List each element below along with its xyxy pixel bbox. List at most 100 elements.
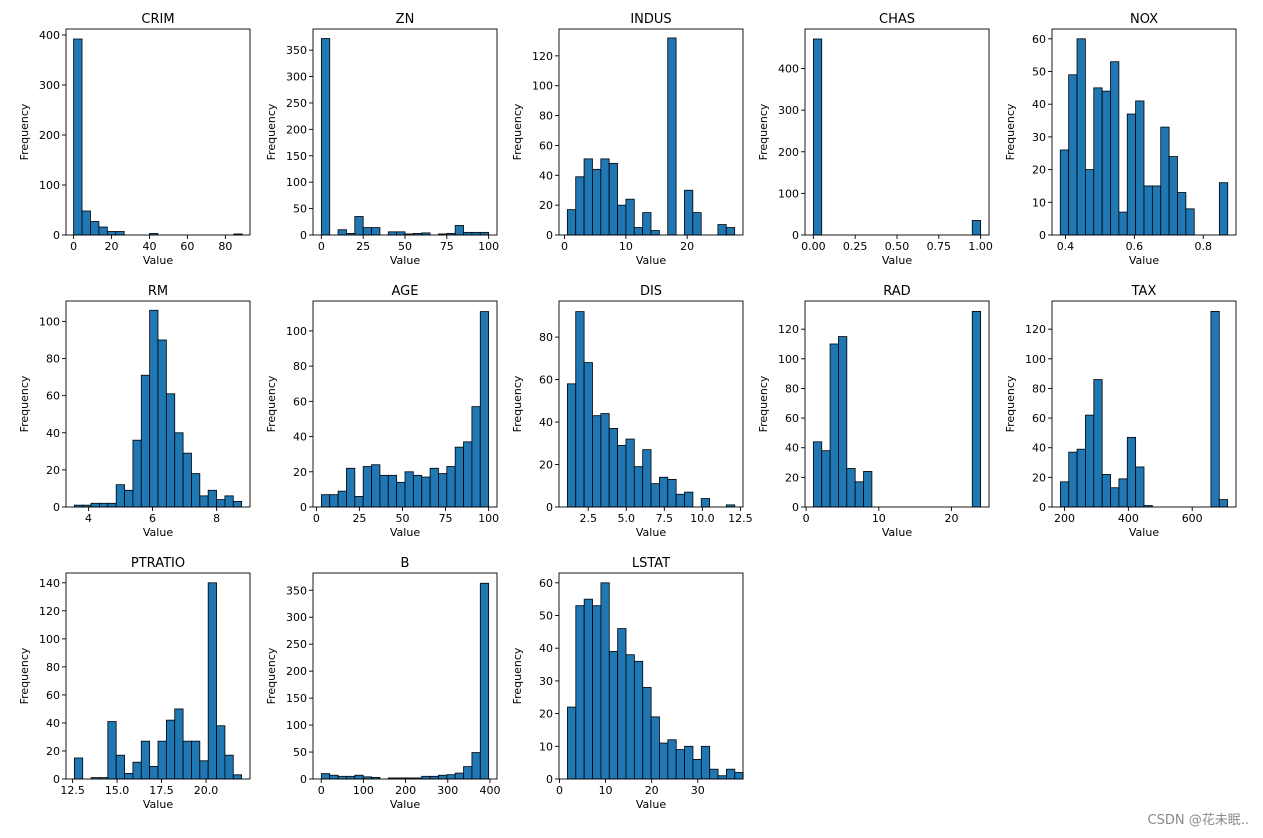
histogram-bar <box>157 740 167 780</box>
x-tick-label: 100 <box>478 240 499 253</box>
x-axis-label: Value <box>143 254 173 267</box>
histogram-bar <box>1101 90 1111 236</box>
histogram-bar <box>659 476 669 508</box>
histogram-bar <box>446 774 456 780</box>
y-tick-label: 20 <box>46 745 60 758</box>
histogram-bar <box>600 582 610 780</box>
histogram-bar <box>625 198 635 236</box>
histogram-bar <box>1059 481 1070 508</box>
plot-frame <box>65 28 251 236</box>
histogram-bar <box>1143 185 1153 236</box>
y-axis-label: Frequency <box>1004 375 1017 432</box>
x-axis-label: Value <box>1129 526 1159 539</box>
y-tick-label: 100 <box>39 633 60 646</box>
y-tick-label: 20 <box>539 708 553 721</box>
histogram-bar <box>600 413 610 508</box>
x-tick-label: 0.75 <box>927 240 952 253</box>
x-axis-label: Value <box>143 798 173 811</box>
histogram-bar <box>684 491 694 508</box>
histogram-bar <box>633 660 644 780</box>
histogram-bar <box>971 310 982 508</box>
y-tick-label: 80 <box>46 661 60 674</box>
histogram-bar <box>320 494 331 508</box>
histogram-b: 0 100 200 300 400 0 50 100 150 200 250 300 350 B Value… <box>265 556 500 811</box>
histogram-bar <box>846 468 856 508</box>
histogram-bar <box>354 774 364 780</box>
x-tick-label: 0.8 <box>1195 240 1213 253</box>
y-tick-label: 200 <box>778 146 799 159</box>
y-tick-label: 0 <box>300 773 307 786</box>
x-axis-label: Value <box>143 526 173 539</box>
histogram-bar <box>600 158 610 236</box>
histogram-bar <box>1093 87 1103 236</box>
chart-title: DIS <box>640 284 662 299</box>
histogram-bar <box>329 494 339 508</box>
y-tick-label: 60 <box>785 412 799 425</box>
histogram-bar <box>174 432 184 508</box>
y-tick-label: 60 <box>539 577 553 590</box>
x-tick-label: 100 <box>353 784 374 797</box>
histogram-bar <box>1076 38 1086 236</box>
histogram-bar <box>717 775 727 780</box>
y-tick-label: 20 <box>293 466 307 479</box>
histogram-bar <box>191 473 201 508</box>
histogram-bar <box>115 754 125 780</box>
x-tick-label: 200 <box>1054 512 1075 525</box>
histogram-bar <box>115 231 125 236</box>
y-tick-label: 100 <box>39 315 60 328</box>
y-tick-label: 100 <box>286 325 307 338</box>
histogram-bar <box>1085 414 1095 508</box>
y-tick-label: 300 <box>39 79 60 92</box>
y-tick-label: 60 <box>1032 33 1046 46</box>
x-tick-label: 0 <box>318 240 325 253</box>
y-tick-label: 20 <box>1032 471 1046 484</box>
histogram-bar <box>667 478 677 508</box>
histogram-bar <box>1126 436 1137 508</box>
x-tick-label: 60 <box>180 240 194 253</box>
histogram-bar <box>1218 499 1229 508</box>
y-tick-label: 40 <box>539 642 553 655</box>
histogram-bar <box>1210 310 1220 508</box>
y-axis-label: Frequency <box>18 647 31 704</box>
histogram-bar <box>642 212 652 236</box>
y-tick-label: 150 <box>286 692 307 705</box>
y-tick-label: 300 <box>286 71 307 84</box>
chart-title: TAX <box>1131 284 1157 299</box>
y-tick-label: 0 <box>546 229 553 242</box>
x-tick-label: 7.5 <box>656 512 674 525</box>
y-tick-label: 350 <box>286 584 307 597</box>
y-axis-label: Frequency <box>511 375 524 432</box>
histogram-bar <box>73 757 84 780</box>
histogram-bar <box>684 189 694 236</box>
histogram-bar <box>199 495 209 508</box>
y-tick-label: 100 <box>778 187 799 200</box>
histogram-bar <box>592 415 602 508</box>
histogram-bar <box>371 227 381 236</box>
histogram-bar <box>362 227 372 236</box>
y-tick-label: 120 <box>1025 323 1046 336</box>
histogram-bar <box>165 719 176 780</box>
x-tick-label: 0 <box>318 784 325 797</box>
x-tick-label: 400 <box>1118 512 1139 525</box>
y-tick-label: 80 <box>1032 382 1046 395</box>
x-tick-label: 25 <box>352 512 366 525</box>
histogram-bar <box>454 446 464 508</box>
x-tick-label: 4 <box>85 512 92 525</box>
histogram-bar <box>1118 211 1128 236</box>
y-tick-label: 0 <box>300 501 307 514</box>
histogram-bar <box>1068 74 1078 236</box>
y-tick-label: 300 <box>778 104 799 117</box>
histogram-bar <box>650 230 660 236</box>
y-tick-label: 200 <box>39 129 60 142</box>
histogram-bar <box>99 502 109 508</box>
histogram-bar <box>124 772 134 780</box>
y-tick-label: 60 <box>1032 412 1046 425</box>
histogram-bar <box>132 761 142 780</box>
x-axis-label: Value <box>390 254 420 267</box>
chart-title: RAD <box>883 284 910 299</box>
histogram-rad: 0 10 20 0 20 40 60 80 100 120 RAD Value Frequency <box>757 284 990 539</box>
y-tick-label: 20 <box>539 459 553 472</box>
histogram-bar <box>675 493 685 508</box>
histogram-bar <box>157 339 167 508</box>
x-tick-label: 0.25 <box>843 240 868 253</box>
